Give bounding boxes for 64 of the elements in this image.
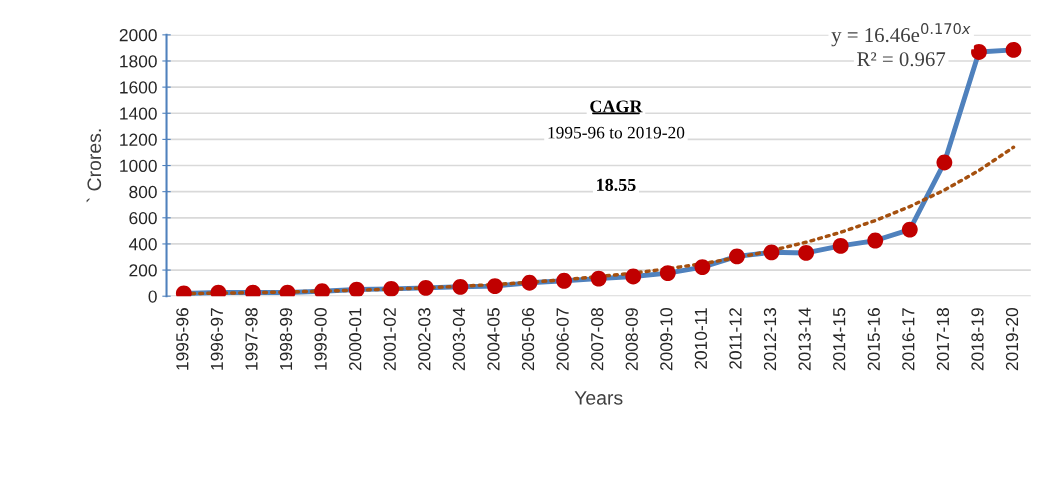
x-tick-label: 1997-98 <box>245 308 258 370</box>
x-tick-label: 1998-99 <box>279 308 293 370</box>
x-tick-label: 2003-04 <box>452 307 466 371</box>
annotation: 1995-96 to 2019-20 <box>548 126 685 139</box>
y-tick-label: 1800 <box>120 55 157 68</box>
point <box>521 274 538 291</box>
annotation: R² = 0.967 <box>857 52 946 67</box>
x-tick-label: 2000-01 <box>349 308 362 371</box>
annotation: CAGR <box>590 100 643 113</box>
y-axis-title: ` Crores. <box>86 129 102 203</box>
x-tick-label: 2002-03 <box>418 308 431 371</box>
point <box>383 280 400 297</box>
y-tick-label: 1000 <box>120 159 157 172</box>
y-tick-label: 2000 <box>119 29 157 42</box>
x-tick-label: 2017-18 <box>936 308 950 371</box>
annotation: y = 16.46e$^{0.170x}$ <box>831 23 971 47</box>
point <box>832 237 849 254</box>
x-tick-label: 2012-13 <box>763 308 777 371</box>
point <box>659 265 676 281</box>
x-tick-label: 1996-97 <box>210 308 224 370</box>
x-tick-label: 2005-06 <box>521 308 535 371</box>
annotation: 18.55 <box>597 178 636 192</box>
point <box>556 272 573 289</box>
x-tick-label: 2009-10 <box>660 307 673 371</box>
x-tick-label: 1999-00 <box>314 307 327 370</box>
point <box>694 259 711 275</box>
x-tick-label: 2016-17 <box>902 308 915 371</box>
point <box>729 248 745 265</box>
point <box>936 154 953 171</box>
x-tick-label: 2013-14 <box>798 307 811 371</box>
x-tick-label: 2019-20 <box>1005 307 1019 371</box>
point <box>798 245 815 261</box>
point <box>417 279 434 296</box>
y-tick-label: 1400 <box>120 107 157 120</box>
x-tick-label: 2015-16 <box>867 308 880 371</box>
x-tick-label: 2004-05 <box>487 308 500 371</box>
y-tick-label: 200 <box>129 264 157 277</box>
y-tick-label: 1200 <box>120 133 157 146</box>
x-axis-title: Years <box>574 391 623 405</box>
x-tick-label: 2011-12 <box>729 308 742 369</box>
x-tick-label: 2008-09 <box>625 308 638 371</box>
point <box>487 278 503 295</box>
point <box>625 268 642 285</box>
x-tick-label: 2001-02 <box>383 308 396 371</box>
x-tick-label: 2018-19 <box>971 308 984 371</box>
point <box>1005 41 1022 58</box>
y-tick-label: 1600 <box>120 81 157 94</box>
y-tick-label: 0 <box>148 290 157 303</box>
y-tick-label: 600 <box>129 211 157 225</box>
point <box>348 281 365 297</box>
point <box>452 278 469 295</box>
point <box>763 244 780 261</box>
x-tick-label: 2006-07 <box>556 308 569 371</box>
point <box>901 221 918 238</box>
x-tick-label: 2010-11 <box>694 308 708 369</box>
point <box>590 270 607 287</box>
point <box>314 283 331 297</box>
x-tick-label: 1995-96 <box>176 308 189 370</box>
x-tick-label: 2014-15 <box>833 308 846 371</box>
y-tick-label: 800 <box>129 185 157 199</box>
y-tick-label: 400 <box>128 238 157 251</box>
point <box>867 232 884 249</box>
x-tick-label: 2007-08 <box>591 308 604 371</box>
point <box>971 44 987 60</box>
